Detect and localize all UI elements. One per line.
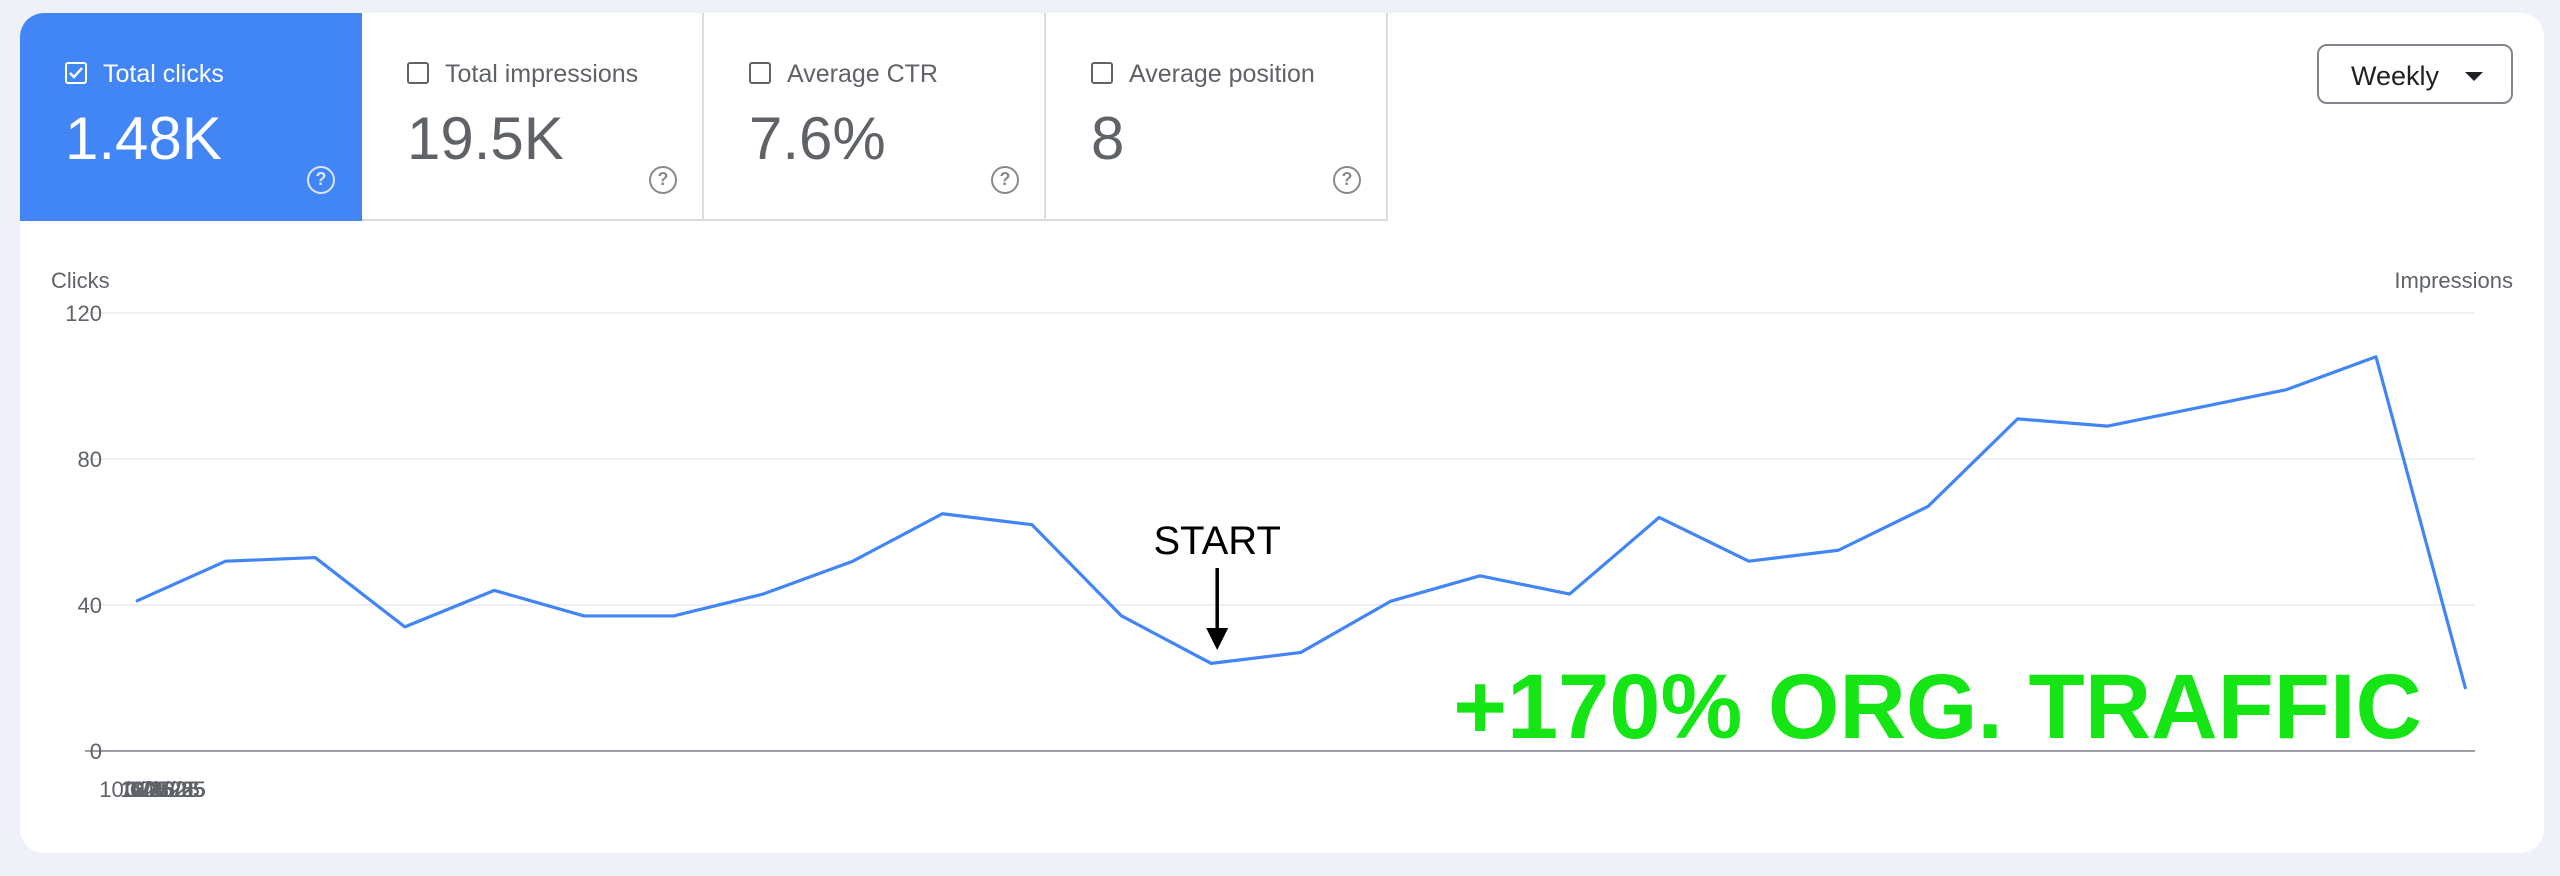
- start-annotation: START: [1153, 519, 1280, 563]
- help-icon[interactable]: ?: [1333, 166, 1361, 194]
- checkbox-unchecked-icon[interactable]: [1091, 62, 1113, 84]
- metric-label: Average CTR: [787, 60, 938, 88]
- metric-value: 7.6%: [749, 105, 886, 172]
- help-icon[interactable]: ?: [307, 166, 335, 194]
- metric-average-position[interactable]: Average position 8 ?: [1046, 13, 1388, 221]
- y-tick-label: 80: [78, 447, 102, 472]
- caret-down-icon: [2465, 72, 2483, 81]
- metric-label: Total clicks: [103, 60, 224, 88]
- help-icon[interactable]: ?: [649, 166, 677, 194]
- y2-axis-title: Impressions: [2394, 268, 2513, 293]
- x-tick-label: 3/1/26: [132, 777, 193, 802]
- x-tick-label: 10/26/25: [120, 777, 206, 802]
- traffic-annotation: +170% ORG. TRAFFIC: [1453, 656, 2422, 758]
- series-line: [135, 355, 2468, 690]
- metric-total-clicks[interactable]: Total clicks 1.48K ?: [20, 13, 362, 221]
- metric-label: Total impressions: [445, 60, 639, 88]
- y-tick-label: 120: [65, 301, 102, 326]
- y-axis-title: Clicks: [51, 268, 110, 293]
- checkbox-unchecked-icon[interactable]: [749, 62, 771, 84]
- x-tick-label: 12/7/25: [126, 777, 199, 802]
- metric-value: 8: [1091, 105, 1125, 172]
- x-tick-label: 2/8/26: [132, 777, 193, 802]
- metric-average-ctr[interactable]: Average CTR 7.6% ?: [704, 13, 1046, 221]
- x-tick-label: 11/16/25: [121, 777, 205, 802]
- metric-value: 19.5K: [407, 105, 564, 172]
- checkbox-unchecked-icon[interactable]: [407, 62, 429, 84]
- metric-value: 1.48K: [65, 105, 222, 172]
- checkbox-checked-icon[interactable]: [65, 62, 87, 84]
- performance-card: Total clicks 1.48K ? Total impressions 1…: [20, 13, 2544, 853]
- x-tick-label: 12/28/25: [120, 777, 206, 802]
- clicks-chart: 0 40 80 120 Clicks Impressions 10/6/2510/26/25…: [51, 268, 2513, 802]
- x-tick-label: 3/22/26: [126, 777, 199, 802]
- y-tick-label: 40: [78, 593, 102, 618]
- metric-label: Average position: [1129, 60, 1315, 88]
- y-tick-label: 0: [90, 739, 102, 764]
- x-tick-label: 10/6/25: [99, 777, 172, 802]
- help-icon[interactable]: ?: [991, 166, 1019, 194]
- period-label: Weekly: [2351, 61, 2440, 91]
- period-dropdown[interactable]: Weekly: [2317, 44, 2513, 104]
- metric-total-impressions[interactable]: Total impressions 19.5K ?: [362, 13, 704, 221]
- start-arrow-head: [1206, 628, 1229, 650]
- metric-tabs: Total clicks 1.48K ? Total impressions 1…: [20, 13, 1388, 221]
- x-tick-label: 1/18/26: [126, 777, 199, 802]
